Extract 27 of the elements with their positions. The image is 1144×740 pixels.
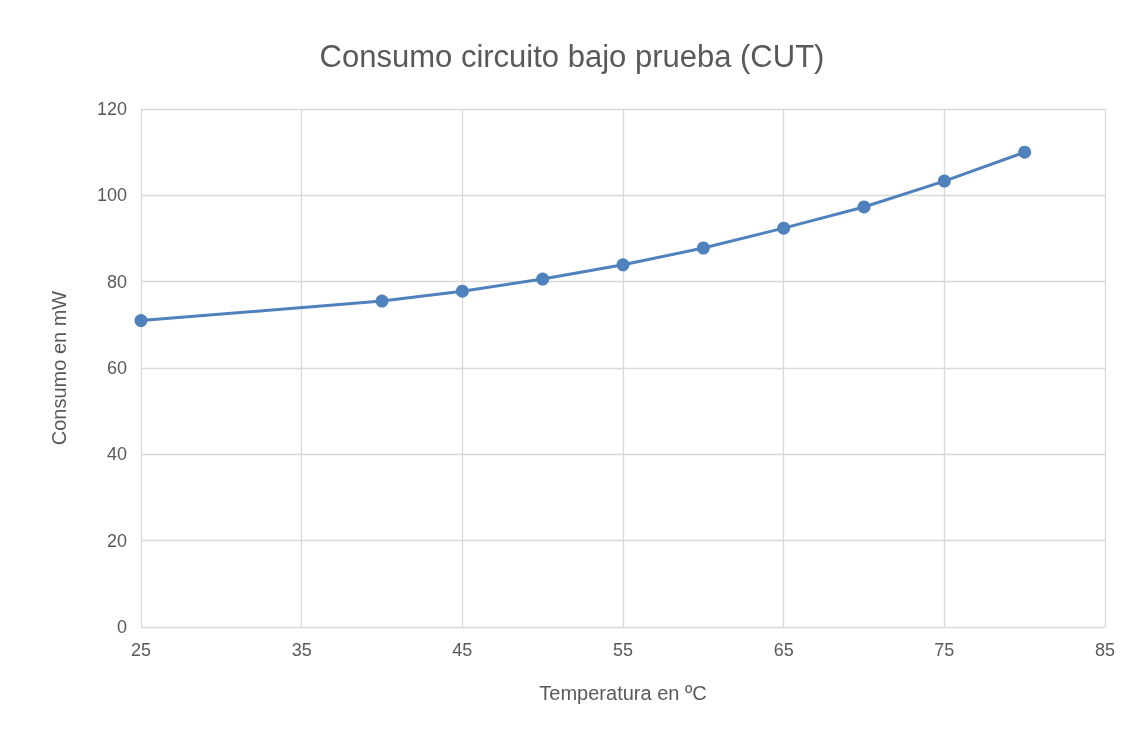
point	[616, 258, 630, 272]
point	[937, 174, 951, 188]
point	[455, 284, 469, 298]
point	[536, 272, 550, 286]
x-axis-title: Temperatura en ºC	[539, 682, 707, 704]
x-tick-label: 75	[934, 640, 955, 660]
point	[1018, 145, 1032, 159]
point	[134, 314, 148, 328]
y-tick-label: 120	[96, 99, 127, 119]
y-tick-label: 0	[116, 617, 127, 637]
x-tick-label: 55	[612, 640, 634, 660]
y-tick-label: 20	[106, 530, 127, 551]
chart-title: Consumo circuito bajo prueba (CUT)	[319, 39, 825, 74]
y-axis-title: Consumo en mW	[48, 290, 70, 446]
point	[857, 200, 871, 214]
y-tick-label: 80	[106, 271, 127, 292]
x-tick-label: 35	[291, 640, 312, 660]
x-tick-label: 25	[130, 640, 152, 660]
y-tick-label: 60	[106, 358, 127, 378]
y-tick-label: 40	[106, 444, 127, 465]
point	[777, 221, 791, 235]
x-tick-label: 85	[1094, 640, 1116, 660]
point	[375, 294, 389, 308]
y-tick-label: 100	[96, 185, 127, 206]
x-tick-label: 45	[452, 640, 473, 660]
x-tick-label: 65	[773, 640, 794, 660]
point	[696, 241, 710, 255]
